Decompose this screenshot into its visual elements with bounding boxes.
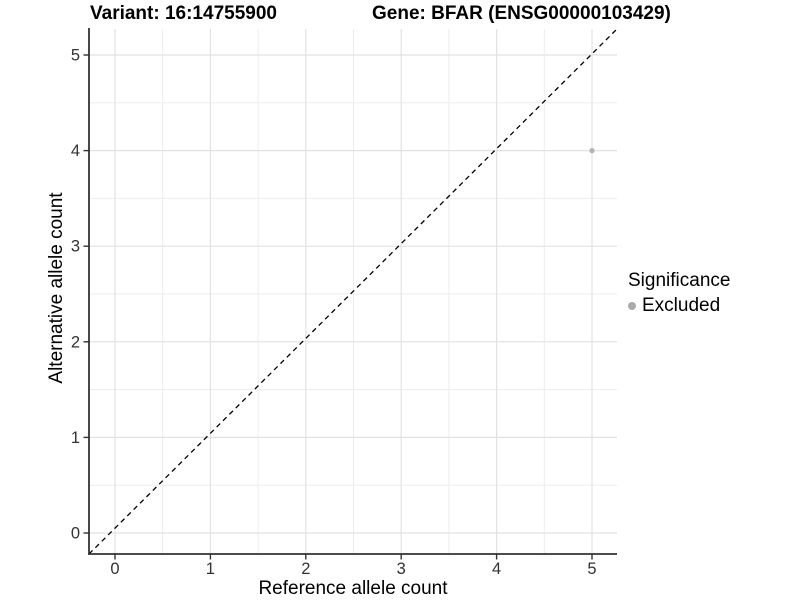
identity-line <box>88 27 619 555</box>
y-tick-label: 5 <box>71 47 80 65</box>
x-tick-label: 4 <box>492 560 501 578</box>
x-tick-label: 3 <box>397 560 406 578</box>
plot-title-gene: Gene: BFAR (ENSG00000103429) <box>372 3 671 24</box>
x-tick-label: 1 <box>206 560 215 578</box>
x-tick-label: 2 <box>301 560 310 578</box>
y-tick-label: 0 <box>71 525 80 543</box>
x-tick-label: 0 <box>110 560 119 578</box>
legend: Significance Excluded <box>628 270 730 317</box>
x-tick-label: 5 <box>587 560 596 578</box>
y-tick-label: 4 <box>71 142 80 160</box>
y-tick-label: 2 <box>71 333 80 351</box>
legend-entry-excluded: Excluded <box>628 295 730 317</box>
legend-title: Significance <box>628 270 731 291</box>
plot-title-variant: Variant: 16:14755900 <box>90 3 277 24</box>
y-axis-label: Alternative allele count <box>46 192 67 384</box>
y-tick-label: 3 <box>71 238 80 256</box>
data-point <box>589 148 595 154</box>
legend-entry-label: Excluded <box>642 295 721 316</box>
x-axis-label: Reference allele count <box>258 578 448 599</box>
legend-key-dot-icon <box>628 302 636 310</box>
y-tick-label: 1 <box>71 429 80 447</box>
